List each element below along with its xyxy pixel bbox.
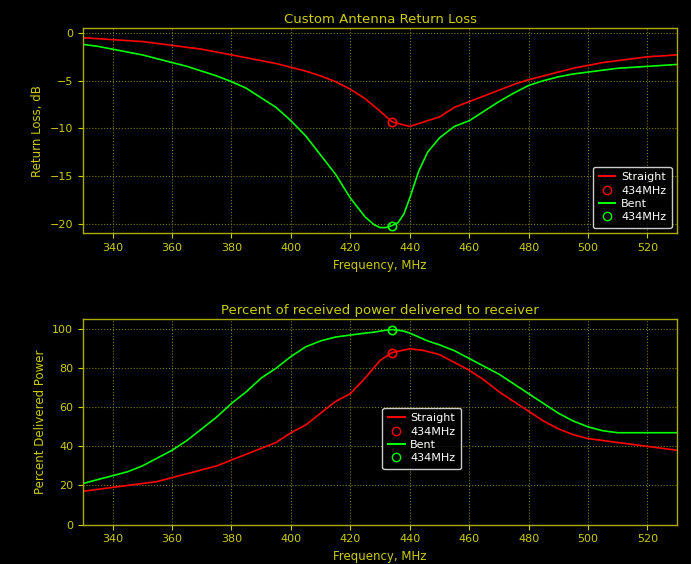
X-axis label: Frequency, MHz: Frequency, MHz [333, 258, 427, 272]
Y-axis label: Return Loss, dB: Return Loss, dB [31, 85, 44, 177]
Y-axis label: Percent Delivered Power: Percent Delivered Power [34, 350, 46, 494]
X-axis label: Frequency, MHz: Frequency, MHz [333, 550, 427, 563]
Title: Custom Antenna Return Loss: Custom Antenna Return Loss [283, 12, 477, 25]
Legend: Straight, 434MHz, Bent, 434MHz: Straight, 434MHz, Bent, 434MHz [382, 408, 461, 469]
Title: Percent of received power delivered to receiver: Percent of received power delivered to r… [221, 304, 539, 317]
Legend: Straight, 434MHz, Bent, 434MHz: Straight, 434MHz, Bent, 434MHz [593, 166, 672, 228]
